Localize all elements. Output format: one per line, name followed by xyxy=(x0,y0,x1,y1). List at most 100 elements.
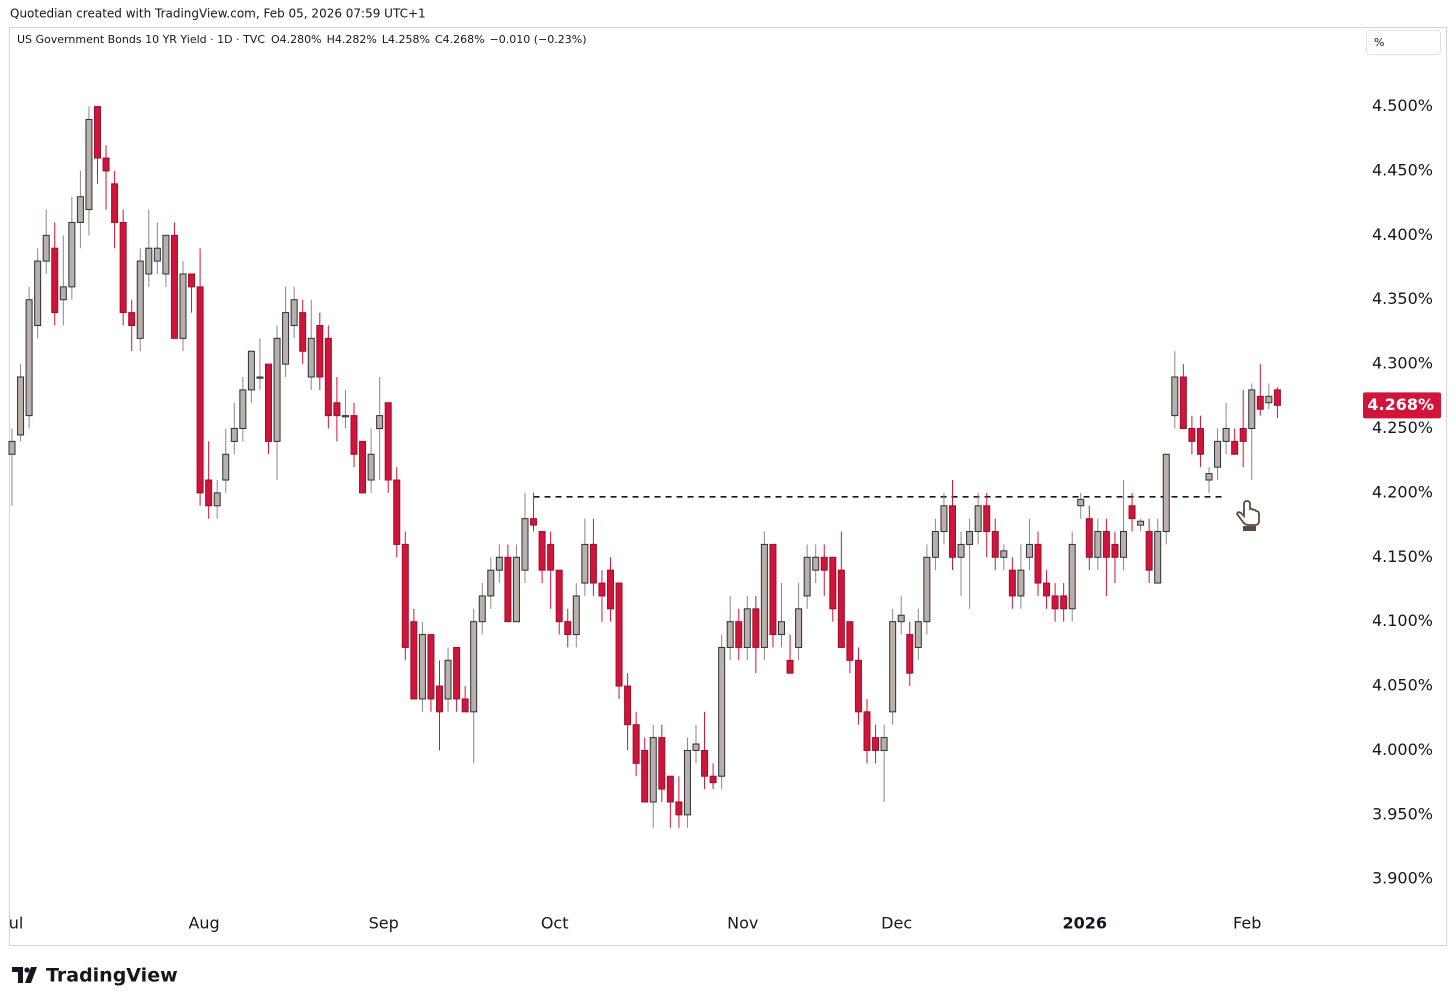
candle-body xyxy=(820,556,828,571)
candle-body xyxy=(1051,595,1059,610)
y-tick-label: 4.400% xyxy=(1372,225,1433,244)
candle-body xyxy=(68,221,76,288)
candle-body xyxy=(299,312,307,352)
candle-body xyxy=(709,775,717,784)
unit-label: % xyxy=(1374,36,1384,49)
candle-body xyxy=(487,569,495,597)
candle-body xyxy=(949,505,956,558)
logo-dot xyxy=(24,967,30,973)
candle-body xyxy=(8,440,16,455)
candle-body xyxy=(752,608,760,648)
hand xyxy=(1235,500,1260,526)
y-tick-label: 3.950% xyxy=(1372,804,1433,823)
candle-body xyxy=(478,595,486,623)
candle-body xyxy=(1102,531,1110,558)
candle-body xyxy=(427,634,435,700)
candle-body xyxy=(598,582,606,597)
candle-body xyxy=(1034,543,1042,584)
plot: 4.500% 4.450% 4.400% 4.350% 4.300% 4.250% 4.20… xyxy=(8,96,1441,933)
candle-body xyxy=(572,595,580,636)
candle-body xyxy=(282,312,290,365)
candle-body xyxy=(1085,518,1093,558)
candle-body xyxy=(76,196,84,223)
candle-body xyxy=(786,659,794,674)
candle-body xyxy=(1017,569,1025,597)
candle-body xyxy=(17,376,25,436)
candle-body xyxy=(119,221,127,314)
candle-body xyxy=(923,556,931,623)
candle-body xyxy=(247,350,255,391)
candle-body xyxy=(778,621,785,636)
candle-body xyxy=(914,621,922,648)
unit-box[interactable] xyxy=(1366,30,1441,55)
candle-body xyxy=(1120,531,1127,558)
candle-body xyxy=(743,608,751,648)
candle-body xyxy=(1171,376,1179,417)
candle-body xyxy=(880,737,888,751)
brand-name: TradingView xyxy=(46,965,178,987)
y-tick-label: 4.500% xyxy=(1372,96,1433,115)
candle-body xyxy=(555,569,563,623)
candle-body xyxy=(350,415,358,455)
candle-body xyxy=(1128,505,1136,520)
candle-body xyxy=(624,685,632,726)
brand-logo xyxy=(12,967,37,983)
candle-body xyxy=(367,453,375,481)
ohlc-field: H4.282% xyxy=(327,33,377,46)
x-tick-label: Aug xyxy=(188,914,219,933)
x-tick-label: 2026 xyxy=(1062,914,1107,933)
candle-body xyxy=(1248,389,1256,430)
candle-body xyxy=(504,556,512,623)
candle-body xyxy=(102,157,110,172)
x-tick-label: ul xyxy=(9,914,24,933)
candle-body xyxy=(1154,531,1162,584)
candle-body xyxy=(931,531,939,558)
x-tick-label: Nov xyxy=(727,914,758,933)
candle-body xyxy=(1188,428,1196,442)
symbol-header: US Government Bonds 10 YR Yield · 1D · T… xyxy=(17,33,265,46)
candle-body xyxy=(1068,543,1076,610)
x-tick-label: Dec xyxy=(881,914,912,933)
candle-body xyxy=(906,634,914,674)
candle-body xyxy=(111,183,119,223)
y-tick-label: 4.200% xyxy=(1372,482,1433,501)
candle-body xyxy=(658,737,666,790)
candle-body xyxy=(692,743,700,751)
candle-body xyxy=(436,685,443,713)
candle-body xyxy=(188,273,196,288)
candle-body xyxy=(701,749,709,777)
candle-body xyxy=(897,614,905,623)
candle-body xyxy=(213,492,221,507)
ohlc-fields: O4.280% H4.282% L4.258% C4.268% −0.010 (−0.2… xyxy=(271,33,586,46)
candle-body xyxy=(128,312,136,326)
candle-body xyxy=(1025,543,1033,558)
candle-body xyxy=(59,286,67,301)
candle-body xyxy=(1231,440,1239,455)
candle-body xyxy=(51,247,59,314)
candle-body xyxy=(1273,389,1281,406)
candle-body xyxy=(581,543,589,584)
candle-body xyxy=(1137,520,1145,526)
y-tick-label: 4.050% xyxy=(1372,676,1433,695)
candle-body xyxy=(34,260,42,326)
candle-body xyxy=(94,106,101,159)
y-tick-label: 4.150% xyxy=(1372,547,1433,566)
candle-body xyxy=(991,531,999,558)
candle-body xyxy=(966,531,974,545)
candle-body xyxy=(42,234,50,262)
candle-body xyxy=(324,337,332,417)
candle-body xyxy=(1111,543,1119,558)
y-tick-label: 4.000% xyxy=(1372,740,1433,759)
hand-cuff xyxy=(1243,526,1256,531)
candle-body xyxy=(179,273,187,339)
ohlc-field: O4.280% xyxy=(271,33,322,46)
candle-body xyxy=(25,299,33,417)
candle-body xyxy=(1008,569,1016,597)
candle-body xyxy=(495,556,503,571)
y-tick-label: 3.900% xyxy=(1372,869,1433,888)
candle-body xyxy=(666,775,674,803)
candle-body xyxy=(316,324,324,378)
y-tick-label: 4.250% xyxy=(1372,418,1433,437)
